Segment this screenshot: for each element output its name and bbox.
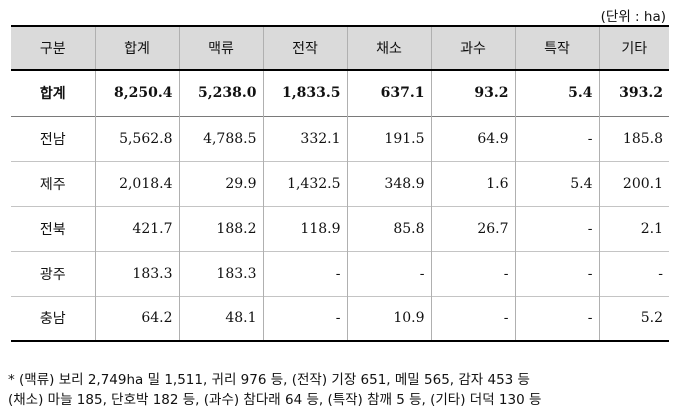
table-cell: 1,432.5 [262,161,347,206]
table-cell: 4,788.5 [178,116,263,161]
column-header: 기타 [598,26,669,70]
table-cell: 5.4 [514,70,599,116]
table-cell: 5.4 [514,161,599,206]
table-row: 광주 183.3 183.3 - - - - - [11,251,669,296]
footnotes: * (맥류) 보리 2,749ha 밀 1,511, 귀리 976 등, (전작… [8,370,541,410]
footnote-line: (채소) 마늘 185, 단호박 182 등, (과수) 참다래 64 등, (… [8,392,542,408]
table-cell: 5,238.0 [178,70,263,116]
column-header: 구분 [39,41,66,57]
table-cell: 332.1 [262,116,347,161]
table-cell: 93.2 [430,70,515,116]
table-cell: - [514,206,599,251]
footnote-line: * (맥류) 보리 2,749ha 밀 1,511, 귀리 976 등, (전작… [8,372,530,388]
table-cell: - [262,296,347,341]
table-cell: 85.8 [346,206,431,251]
table-cell: - [346,251,431,296]
column-header: 과수 [430,26,515,70]
column-header: 특작 [514,26,599,70]
table-cell: - [430,251,515,296]
table-cell: 185.8 [598,116,669,161]
unit-label: (단위 : ha) [600,9,666,25]
column-header: 채소 [346,26,431,70]
table-cell: 10.9 [346,296,431,341]
table-cell: 118.9 [262,206,347,251]
table-cell: 2,018.4 [94,161,179,206]
table-cell: 1,833.5 [262,70,347,116]
table-cell: - [598,251,669,296]
row-label: 전남 [39,131,66,148]
table-row-total: 합계 8,250.4 5,238.0 1,833.5 637.1 93.2 5.… [11,70,669,116]
table-cell: 26.7 [430,206,515,251]
row-label: 전북 [39,221,66,238]
table-cell: 64.9 [430,116,515,161]
table-cell: 393.2 [598,70,669,116]
table-cell: 48.1 [178,296,263,341]
column-header: 전작 [262,26,347,70]
column-header: 합계 [94,26,179,70]
table-cell: 188.2 [178,206,263,251]
table-cell: 348.9 [346,161,431,206]
table-cell: 183.3 [178,251,263,296]
table-cell: 5.2 [598,296,669,341]
data-table: 구분 합계 맥류 전작 채소 과수 특작 기타 합계 8,250.4 5,238… [11,25,669,342]
table-cell: 64.2 [94,296,179,341]
table-cell: - [262,251,347,296]
table-cell: 191.5 [346,116,431,161]
row-label: 합계 [39,86,66,103]
row-label: 광주 [39,266,66,283]
table-cell: - [514,251,599,296]
table-cell: 29.9 [178,161,263,206]
row-label: 충남 [39,311,66,328]
table-row: 충남 64.2 48.1 - 10.9 - - 5.2 [11,296,669,341]
table-row: 전북 421.7 188.2 118.9 85.8 26.7 - 2.1 [11,206,669,251]
table-row: 전남 5,562.8 4,788.5 332.1 191.5 64.9 - 18… [11,116,669,161]
table-cell: 200.1 [598,161,669,206]
table-cell: 8,250.4 [94,70,179,116]
table-cell: - [514,116,599,161]
table-cell: 183.3 [94,251,179,296]
table-cell: - [430,296,515,341]
table-row: 제주 2,018.4 29.9 1,432.5 348.9 1.6 5.4 20… [11,161,669,206]
table-cell: 421.7 [94,206,179,251]
table-cell: 2.1 [598,206,669,251]
column-header: 맥류 [178,26,263,70]
row-label: 제주 [39,176,66,193]
table-header-row: 구분 합계 맥류 전작 채소 과수 특작 기타 [11,26,669,70]
table-cell: - [514,296,599,341]
table-cell: 5,562.8 [94,116,179,161]
table-cell: 1.6 [430,161,515,206]
table-cell: 637.1 [346,70,431,116]
